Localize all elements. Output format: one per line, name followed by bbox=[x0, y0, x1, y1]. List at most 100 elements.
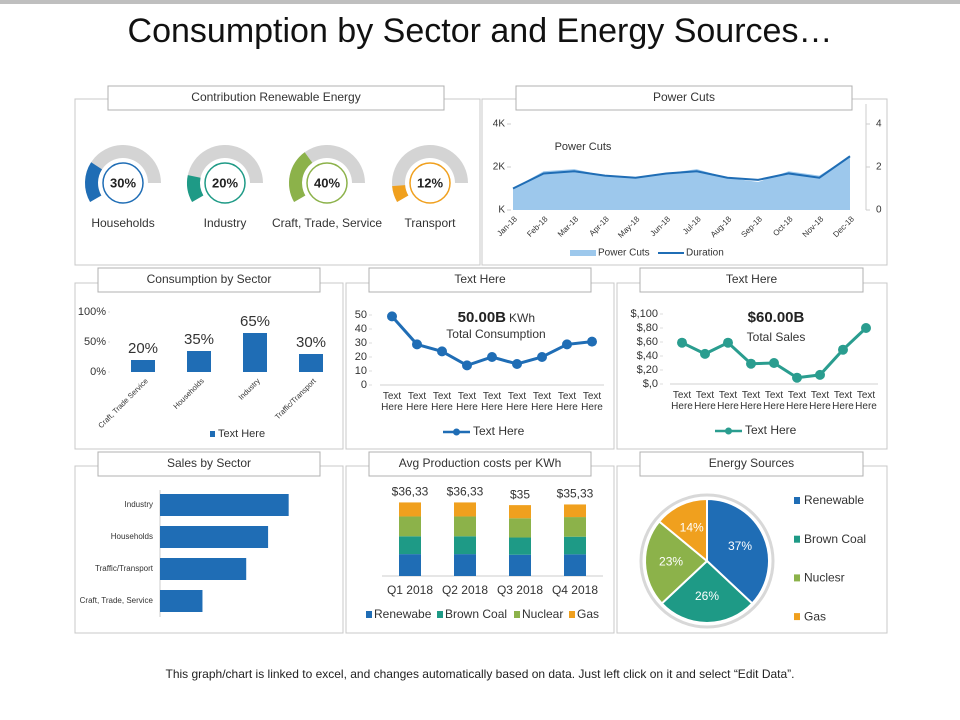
gauge-fill bbox=[187, 175, 204, 202]
y-tick-label: Traffic/Transport bbox=[95, 564, 154, 573]
bar bbox=[160, 590, 203, 612]
x-tick-label: Text Here bbox=[381, 391, 403, 413]
bar bbox=[187, 351, 211, 372]
legend-marker bbox=[725, 427, 732, 435]
pie-slice bbox=[657, 497, 708, 564]
pie-ring bbox=[639, 493, 775, 629]
x-tick-label: Q2 2018 bbox=[442, 583, 488, 597]
total-label: $35 bbox=[510, 487, 530, 501]
x-tick-label: Text Here bbox=[763, 390, 785, 412]
legend-swatch bbox=[794, 574, 800, 582]
y-tick-label: $,0 bbox=[643, 378, 658, 390]
data-label: 65% bbox=[240, 313, 270, 330]
y-tick-label: 4K bbox=[493, 119, 506, 130]
x-tick-label: Text Here bbox=[556, 391, 578, 413]
legend-swatch bbox=[794, 497, 800, 504]
data-label: 37% bbox=[728, 539, 752, 553]
panel-title: Energy Sources bbox=[709, 456, 794, 470]
legend-swatch bbox=[569, 611, 575, 618]
marker bbox=[487, 352, 497, 362]
marker bbox=[861, 323, 871, 333]
x-tick-label: Text Here bbox=[406, 391, 428, 413]
gauge-track bbox=[391, 144, 468, 202]
legend-swatch bbox=[794, 613, 800, 621]
gauge-category: Industry bbox=[204, 216, 247, 230]
x-tick-label: Q1 2018 bbox=[387, 583, 433, 597]
panel-header bbox=[368, 451, 592, 477]
y-tick-label: 10 bbox=[355, 365, 367, 377]
x-tick-label: Text Here bbox=[809, 390, 831, 412]
panel-header bbox=[639, 451, 864, 477]
x-tick-label: Text Here bbox=[832, 390, 854, 412]
panel-title: Text Here bbox=[726, 272, 778, 286]
x-tick-label: Text Here bbox=[506, 391, 528, 413]
legend-label: Text Here bbox=[745, 423, 797, 437]
data-label: 23% bbox=[659, 554, 683, 568]
y-tick-label: $,80 bbox=[637, 322, 658, 334]
panel-title: Power Cuts bbox=[653, 90, 715, 104]
gauge-center bbox=[204, 162, 246, 204]
gauge-label: 30% bbox=[110, 175, 136, 190]
pie-slice bbox=[660, 559, 754, 624]
marker bbox=[412, 339, 422, 350]
highlight-caption: Total Consumption bbox=[446, 327, 545, 341]
y-tick-label: $,60 bbox=[637, 336, 658, 348]
page-title: Consumption by Sector and Energy Sources… bbox=[128, 12, 833, 50]
gauge-center bbox=[306, 162, 348, 204]
gauge-category: Transport bbox=[405, 216, 457, 230]
panel-header bbox=[368, 267, 592, 293]
x-tick-label: Text Here bbox=[481, 391, 503, 413]
marker bbox=[815, 369, 825, 380]
legend-swatch bbox=[514, 611, 520, 618]
x-tick-label: Q4 2018 bbox=[552, 583, 598, 597]
marker bbox=[792, 372, 802, 383]
bar-segment bbox=[454, 516, 476, 537]
panel bbox=[74, 465, 344, 634]
legend-label: Duration bbox=[686, 248, 724, 259]
panel bbox=[345, 282, 615, 450]
data-label: 20% bbox=[128, 340, 158, 357]
legend-label: Gas bbox=[804, 609, 826, 623]
chart-annotation: Power Cuts bbox=[555, 141, 612, 153]
bar-segment bbox=[564, 517, 586, 537]
legend-label: Gas bbox=[577, 607, 599, 621]
y-tick-label: $,40 bbox=[637, 350, 658, 362]
gauge-center bbox=[102, 162, 144, 204]
bar-segment bbox=[509, 537, 531, 555]
y-tick-label: Households bbox=[111, 532, 153, 541]
bar-segment bbox=[454, 502, 476, 517]
gauge-fill bbox=[392, 185, 409, 202]
marker bbox=[562, 339, 572, 350]
marker bbox=[769, 358, 779, 368]
y2-tick-label: 4 bbox=[876, 119, 882, 130]
panel-header bbox=[97, 267, 321, 293]
data-label: 35% bbox=[184, 331, 214, 348]
panel-header bbox=[97, 451, 321, 477]
bar-segment bbox=[509, 518, 531, 538]
marker bbox=[700, 348, 710, 359]
area bbox=[513, 156, 850, 210]
marker bbox=[387, 311, 397, 322]
data-label: 26% bbox=[695, 589, 719, 603]
highlight-value: $60.00B bbox=[748, 309, 805, 326]
line bbox=[512, 155, 851, 190]
legend-label: Power Cuts bbox=[598, 248, 650, 259]
highlight-value: 50.00B bbox=[458, 309, 507, 326]
total-label: $36,33 bbox=[392, 485, 429, 499]
y2-tick-label: 0 bbox=[876, 205, 882, 216]
total-label: $35,33 bbox=[557, 487, 594, 501]
y-tick-label: Craft, Trade, Service bbox=[80, 596, 154, 605]
bar-segment bbox=[564, 504, 586, 518]
y-tick-label: 50 bbox=[355, 309, 367, 321]
top-bar bbox=[0, 0, 960, 4]
gauge-track bbox=[84, 145, 161, 202]
pie-slice bbox=[706, 497, 770, 605]
bar bbox=[299, 354, 323, 372]
x-tick-label: Text Here bbox=[717, 390, 739, 412]
y-tick-label: 30 bbox=[355, 337, 367, 349]
gauge-fill bbox=[289, 152, 313, 202]
total-label: $36,33 bbox=[447, 485, 484, 499]
data-label: 30% bbox=[296, 334, 326, 351]
y-tick-label: $,20 bbox=[637, 364, 658, 376]
legend-label: Text Here bbox=[218, 428, 265, 440]
